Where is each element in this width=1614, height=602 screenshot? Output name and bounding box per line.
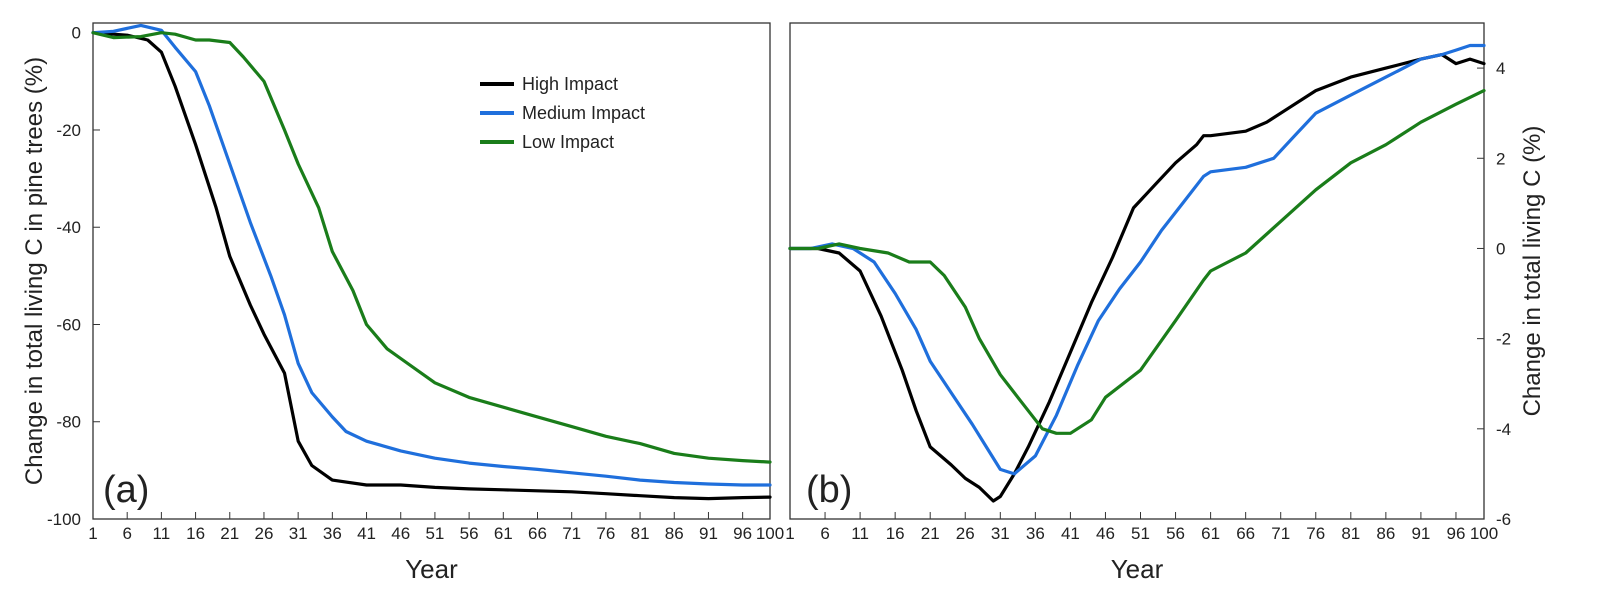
series-line-medium-impact [788,43,1486,476]
x-tick-label: 91 [699,524,718,543]
y-tick-label: -100 [47,510,81,529]
plot-frame [92,22,771,520]
x-tick-label: 1 [88,524,97,543]
x-tick-label: 26 [956,524,975,543]
x-tick-label: 61 [494,524,513,543]
x-tick-label: 96 [733,524,752,543]
y-tick-label: -20 [56,121,81,140]
panel-a-chart: 1 6 11 16 21 26 31 36 41 46 51 56 61 66 71 76 81 86 91 96 10… [21,22,784,584]
x-tick-label: 56 [1166,524,1185,543]
x-tick-label: 11 [153,524,171,543]
x-tick-label: 11 [851,524,869,543]
x-tick-label: 71 [562,524,581,543]
y-tick-label: 0 [1496,239,1505,258]
x-tick-label: 81 [1341,524,1360,543]
x-tick-label: 81 [631,524,650,543]
x-tick-label: 31 [289,524,308,543]
x-tick-label: 86 [1376,524,1395,543]
y-axis-label: Change in total living C (%) [1519,126,1546,417]
x-tick-label: 66 [528,524,547,543]
panel-label: (b) [806,469,852,511]
x-tick-label: 91 [1411,524,1430,543]
x-axis-label: Year [1111,554,1164,584]
x-tick-label: 100 [756,524,784,543]
y-tick-label: 4 [1496,59,1505,78]
x-tick-label: 1 [785,524,794,543]
panel-b-chart: 1 6 11 16 21 26 31 36 41 46 51 56 61 66 71 76 81 86 91 96 10… [785,22,1546,584]
x-tick-label: 31 [991,524,1010,543]
y-tick-label: 0 [72,24,81,43]
x-tick-label: 76 [1306,524,1325,543]
y-tick-label: -60 [56,315,81,334]
x-tick-label: 6 [122,524,131,543]
x-tick-label: 61 [1201,524,1220,543]
legend-label: High Impact [522,74,618,94]
x-tick-label: 41 [357,524,376,543]
y-tick-label: -4 [1496,420,1511,439]
x-tick-label: 100 [1470,524,1498,543]
x-tick-label: 26 [254,524,273,543]
x-tick-label: 86 [665,524,684,543]
x-tick-label: 56 [460,524,479,543]
y-tick-label: -2 [1496,330,1511,349]
series-line-high-impact [788,52,1486,503]
x-tick-label: 21 [220,524,239,543]
x-axis-label: Year [405,554,458,584]
x-tick-label: 36 [1026,524,1045,543]
legend: High Impact Medium Impact Low Impact [480,74,645,152]
legend-label: Medium Impact [522,103,645,123]
x-tick-label: 46 [391,524,410,543]
plot-frame [789,22,1485,520]
x-tick-label: 76 [596,524,615,543]
y-tick-label: -40 [56,218,81,237]
y-axis-label: Change in total living C in pine trees (… [21,57,48,485]
x-tick-label: 16 [186,524,205,543]
x-tick-label: 46 [1096,524,1115,543]
y-tick-label: 2 [1496,149,1505,168]
x-tick-label: 66 [1236,524,1255,543]
x-tick-label: 21 [921,524,940,543]
x-tick-label: 51 [1131,524,1150,543]
series-line-high-impact [91,31,772,501]
legend-label: Low Impact [522,132,614,152]
series-line-low-impact [788,88,1486,435]
x-tick-label: 51 [425,524,444,543]
x-tick-label: 41 [1061,524,1080,543]
series-line-low-impact [91,31,772,464]
x-tick-label: 36 [323,524,342,543]
series-line-medium-impact [91,23,772,487]
y-tick-label: -6 [1496,510,1511,529]
x-tick-label: 16 [886,524,905,543]
x-tick-label: 96 [1446,524,1465,543]
x-tick-label: 6 [820,524,829,543]
panel-label: (a) [103,469,149,511]
y-tick-label: -80 [56,413,81,432]
x-tick-label: 71 [1271,524,1290,543]
